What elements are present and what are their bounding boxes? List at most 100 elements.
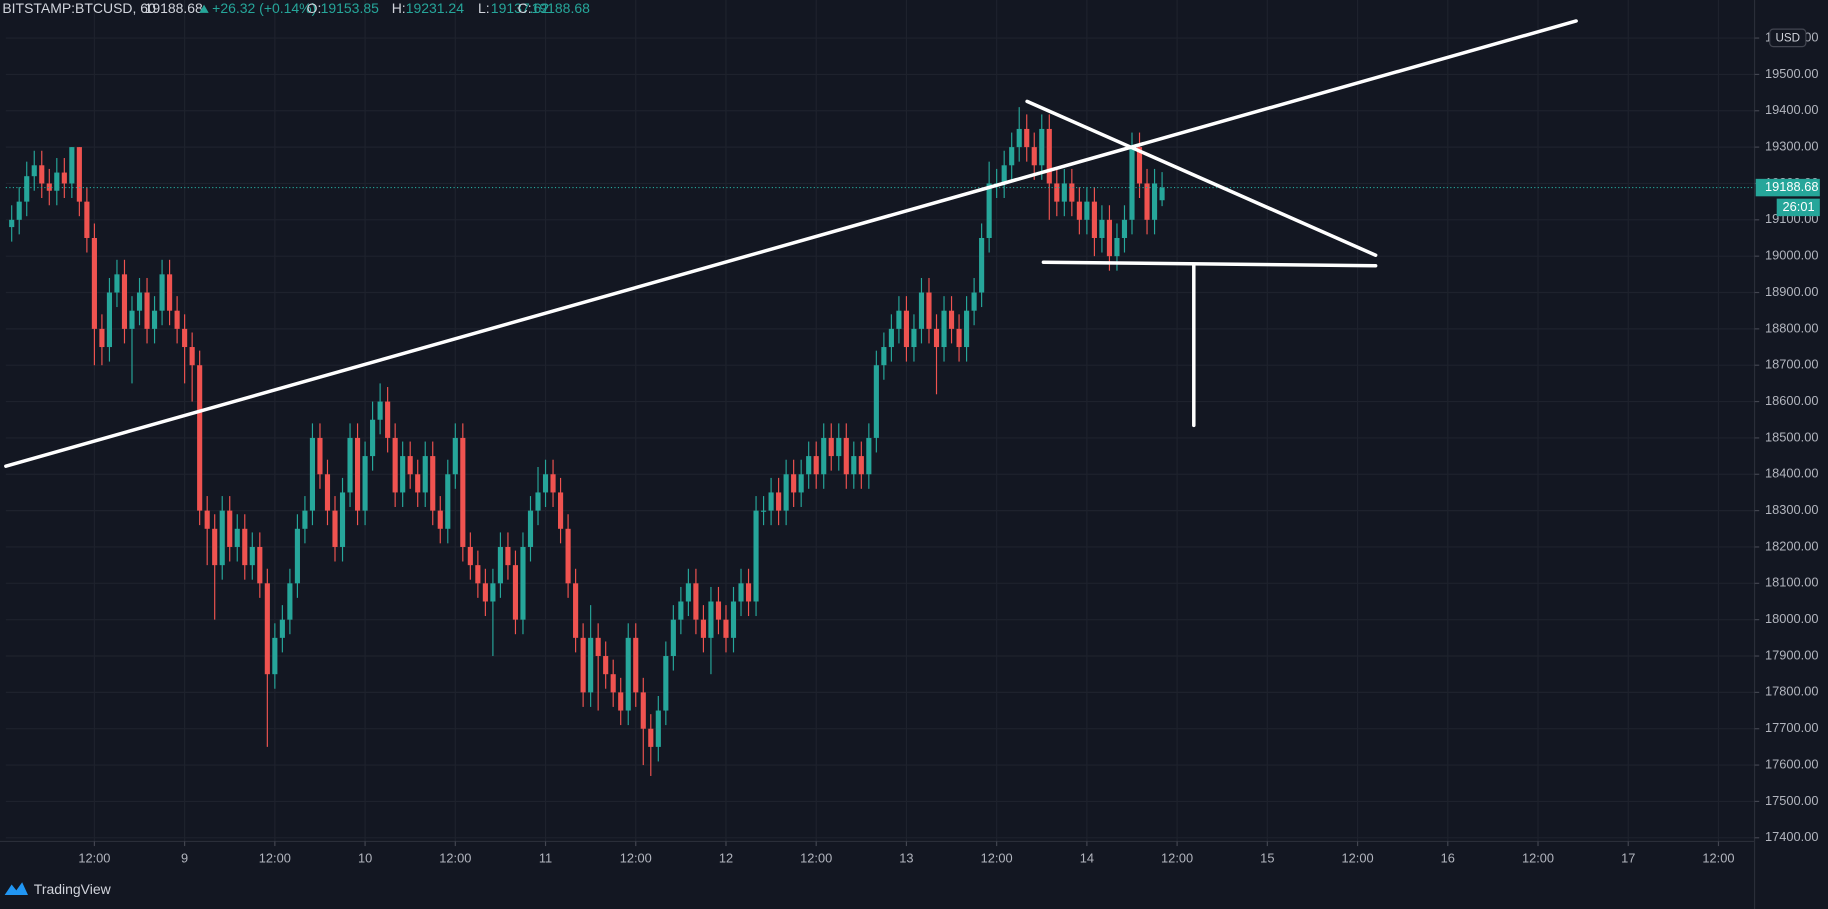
candle-body [324, 474, 331, 511]
x-tick-label: 12:00 [78, 850, 110, 865]
x-tick-label: 12:00 [620, 850, 652, 865]
candle-body [1144, 183, 1150, 220]
x-tick-label: 12:00 [259, 850, 291, 865]
candle-body [407, 456, 413, 475]
y-tick-label: 19400.00 [1765, 102, 1818, 117]
candle-body [745, 583, 752, 602]
candle-body [903, 310, 909, 348]
y-tick-label: 17900.00 [1765, 647, 1818, 662]
y-tick-label: 18400.00 [1765, 466, 1818, 481]
candle-body [197, 365, 203, 511]
candle-body [948, 310, 955, 329]
candle-body [99, 328, 105, 348]
candle-body [1114, 237, 1120, 257]
candle-body [618, 692, 624, 711]
candle-body [136, 292, 143, 311]
candle-body [144, 292, 150, 329]
candle-body [1009, 147, 1015, 166]
candle-body [512, 565, 519, 620]
candle-body [941, 310, 947, 348]
candle-body [776, 492, 782, 511]
candle-body [302, 510, 308, 529]
candle-body [693, 583, 699, 620]
x-tick-label: 10 [358, 850, 372, 865]
ohlc-label: C: [518, 0, 532, 16]
candle-body [227, 510, 233, 547]
candle-body [272, 637, 278, 675]
candle-body [791, 474, 797, 493]
trend-line[interactable] [1025, 99, 1378, 257]
candle-body [490, 583, 496, 602]
candle-body [565, 528, 571, 584]
x-tick-label: 11 [539, 850, 552, 865]
candle-body [768, 492, 774, 511]
brand[interactable]: TradingView [34, 881, 112, 897]
candle-body [700, 619, 706, 638]
candle-body [1129, 147, 1135, 220]
candle-body [550, 474, 556, 493]
candle-body [1151, 183, 1158, 220]
ohlc-label: H: [392, 0, 406, 16]
x-tick-label: 12:00 [1342, 850, 1374, 865]
candle-body [1136, 147, 1143, 184]
candle-body [873, 365, 879, 438]
candle-body [858, 456, 864, 475]
candle-body [31, 165, 37, 177]
candle-body [761, 510, 767, 512]
x-tick-label: 12:00 [981, 850, 1013, 865]
y-tick-label: 18900.00 [1765, 284, 1818, 299]
candle-body [911, 328, 917, 348]
y-tick-label: 17600.00 [1765, 756, 1818, 771]
currency-badge[interactable] [1769, 28, 1807, 48]
trend-line[interactable] [4, 19, 1578, 468]
x-tick-label: 9 [181, 850, 188, 865]
candle-body [527, 510, 534, 547]
candle-body [437, 510, 443, 529]
candle-body [753, 510, 759, 602]
candle-body [182, 328, 188, 348]
candle-body [362, 456, 368, 511]
candle-body [294, 528, 300, 584]
y-tick-label: 18100.00 [1765, 575, 1818, 590]
candle-body [798, 474, 804, 493]
candle-body [460, 437, 466, 547]
candle-body [828, 437, 834, 457]
candle-body [783, 474, 789, 511]
candle-body [445, 474, 451, 529]
candle-body [370, 419, 376, 457]
candle-body [482, 583, 488, 602]
candle-body [520, 546, 526, 620]
candle-body [918, 292, 925, 329]
x-tick-label: 15 [1260, 850, 1274, 865]
candle-body [114, 274, 120, 293]
candle-body [896, 310, 902, 329]
candle-body [264, 583, 270, 675]
currency: USD [1775, 32, 1800, 45]
candle-body [189, 347, 195, 366]
y-tick-label: 18600.00 [1765, 393, 1818, 408]
x-tick-label: 14 [1080, 850, 1094, 865]
candle-body [663, 656, 669, 711]
brand-logo[interactable] [4, 882, 28, 896]
y-tick-label: 17800.00 [1765, 684, 1818, 699]
candle-body [1084, 201, 1090, 220]
countdown: 26:01 [1783, 199, 1815, 214]
candle-body [16, 201, 22, 220]
candle-body [46, 183, 52, 191]
candle-body [1099, 219, 1105, 238]
x-tick-label: 12 [719, 850, 733, 865]
trend-line[interactable] [1041, 260, 1378, 268]
ohlc-value: 19188.68 [532, 0, 591, 16]
candle-body [1054, 183, 1060, 202]
candle-body [287, 583, 293, 620]
candle-body [415, 474, 421, 493]
candle-body [332, 510, 338, 547]
last-price: 19188.68 [145, 0, 204, 16]
y-tick-label: 17500.00 [1765, 793, 1818, 808]
candle-body [1106, 219, 1113, 257]
candle-body [610, 674, 616, 693]
candle-body [806, 456, 812, 475]
candle-body [648, 728, 654, 747]
